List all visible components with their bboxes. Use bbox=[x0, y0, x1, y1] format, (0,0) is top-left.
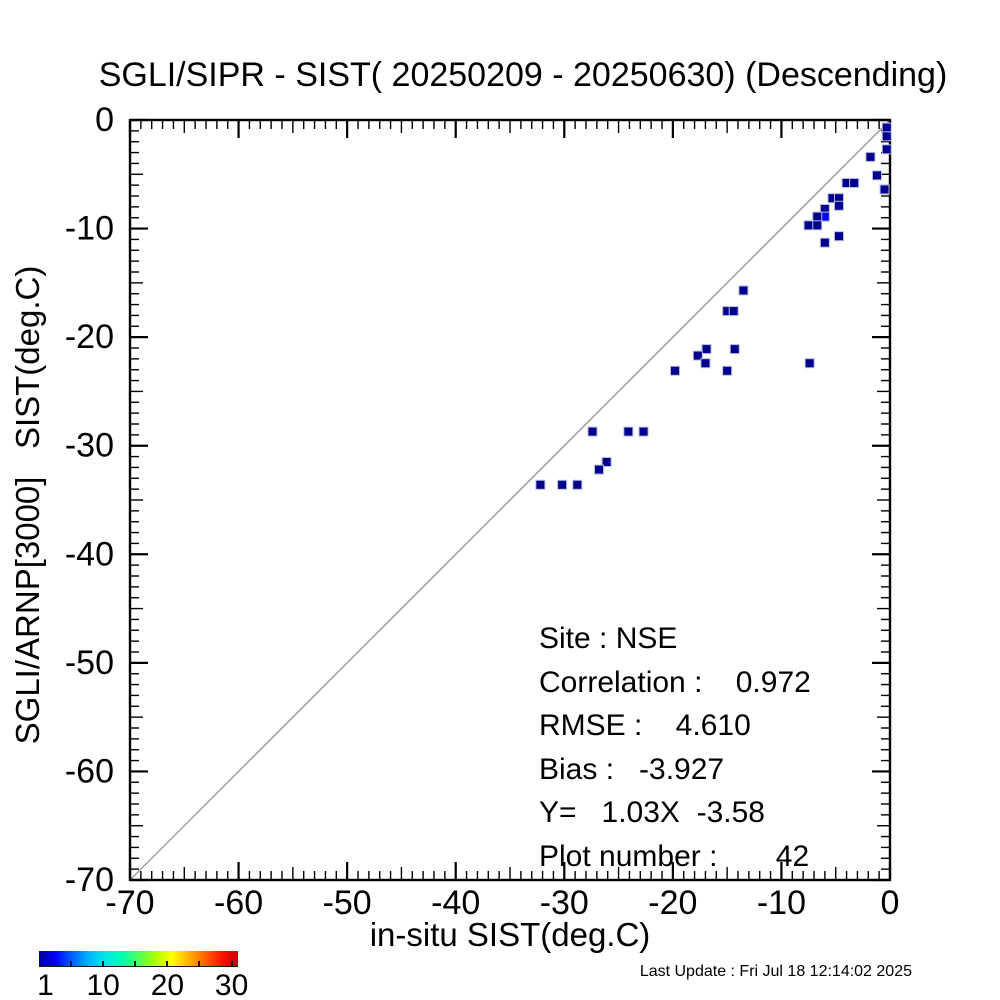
data-point bbox=[557, 479, 568, 490]
y-tick-labels: 0 -10 -20 -30 -40 -50 -60 -70 bbox=[65, 101, 114, 899]
data-point bbox=[728, 306, 739, 317]
y-tick-label: -10 bbox=[65, 210, 114, 248]
data-point bbox=[701, 344, 712, 355]
x-tick-label: -40 bbox=[431, 884, 480, 922]
data-point bbox=[849, 177, 860, 188]
data-point bbox=[638, 426, 649, 437]
data-point bbox=[601, 457, 612, 467]
x-tick-label: -20 bbox=[648, 884, 697, 922]
y-tick-label: -60 bbox=[65, 752, 114, 790]
stats-fit-equation: Y= 1.03X -3.58 bbox=[539, 796, 765, 829]
data-point bbox=[881, 122, 892, 133]
data-point bbox=[804, 358, 815, 369]
colorbar-label: 20 bbox=[150, 969, 185, 1000]
x-tick-label: 0 bbox=[881, 884, 900, 922]
y-tick-label: -50 bbox=[65, 644, 114, 682]
stats-bias: Bias : -3.927 bbox=[539, 752, 725, 786]
colorbar-label: 1 bbox=[37, 969, 54, 1000]
data-point bbox=[812, 211, 823, 222]
x-tick-label: -30 bbox=[540, 884, 589, 922]
colorbar-tick bbox=[166, 961, 169, 967]
colorbar: 1 10 20 30 bbox=[37, 951, 248, 1000]
last-update-text: Last Update : Fri Jul 18 12:14:02 2025 bbox=[639, 963, 912, 980]
y-tick-label: -70 bbox=[65, 861, 114, 899]
data-point bbox=[833, 231, 844, 242]
data-point bbox=[623, 426, 634, 437]
x-tick-labels: -70 -60 -50 -40 -30 -20 -10 0 bbox=[105, 884, 899, 922]
data-point bbox=[812, 220, 823, 231]
data-point bbox=[572, 479, 583, 490]
x-axis-label: in-situ SIST(deg.C) bbox=[369, 916, 651, 953]
y-tick-label: -20 bbox=[65, 318, 114, 356]
data-point bbox=[803, 220, 814, 231]
data-point bbox=[535, 479, 546, 490]
data-point bbox=[865, 151, 876, 162]
data-point bbox=[670, 365, 681, 376]
data-point bbox=[881, 144, 892, 155]
data-point bbox=[587, 426, 598, 437]
y-tick-label: 0 bbox=[95, 101, 114, 139]
y-tick-label: -40 bbox=[65, 535, 114, 573]
data-point bbox=[594, 464, 605, 475]
data-point bbox=[729, 344, 740, 355]
plot-frame bbox=[128, 118, 892, 882]
data-point bbox=[700, 358, 711, 369]
x-tick-label: -10 bbox=[757, 884, 806, 922]
data-point bbox=[879, 184, 890, 195]
y-tick-label: -30 bbox=[65, 427, 114, 465]
data-point bbox=[722, 365, 733, 376]
colorbar-gradient bbox=[39, 951, 238, 967]
stats-correlation: Correlation : 0.972 bbox=[539, 665, 811, 699]
colorbar-tick bbox=[102, 961, 105, 967]
chart-title: SGLI/SIPR - SIST( 20250209 - 20250630) (… bbox=[98, 56, 948, 94]
x-tick-label: -60 bbox=[214, 884, 263, 922]
data-point bbox=[692, 350, 703, 361]
stats-site: Site : NSE bbox=[539, 622, 678, 655]
identity-line bbox=[129, 119, 891, 881]
colorbar-tick bbox=[230, 961, 233, 967]
colorbar-label: 10 bbox=[86, 969, 120, 1000]
colorbar-tick bbox=[134, 961, 137, 967]
data-points bbox=[535, 122, 892, 490]
colorbar-label: 30 bbox=[214, 969, 249, 1000]
data-point bbox=[871, 170, 882, 181]
data-point bbox=[881, 131, 892, 142]
colorbar-tick bbox=[70, 961, 73, 967]
data-point bbox=[819, 237, 830, 248]
stats-plot-number: Plot number : 42 bbox=[539, 839, 810, 873]
stats-rmse: RMSE : 4.610 bbox=[539, 709, 751, 742]
x-tick-label: -50 bbox=[323, 884, 372, 922]
data-point bbox=[738, 285, 749, 296]
data-point bbox=[833, 200, 844, 211]
stats-block: Site : NSE Correlation : 0.972 RMSE : 4.… bbox=[539, 617, 811, 878]
colorbar-tick bbox=[198, 961, 201, 967]
axis-ticks bbox=[128, 118, 892, 882]
x-tick-label: -70 bbox=[105, 884, 154, 922]
